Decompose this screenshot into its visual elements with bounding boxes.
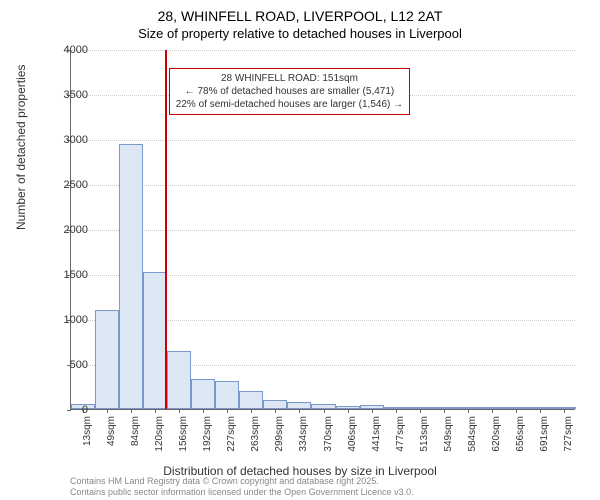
x-tick-label: 192sqm xyxy=(202,416,213,458)
chart-container: 28, WHINFELL ROAD, LIVERPOOL, L12 2AT Si… xyxy=(0,0,600,500)
x-tick-mark xyxy=(179,409,180,413)
annotation-line: 22% of semi-detached houses are larger (… xyxy=(176,98,403,111)
x-tick-label: 584sqm xyxy=(467,416,478,458)
x-tick-mark xyxy=(275,409,276,413)
plot-area: 28 WHINFELL ROAD: 151sqm← 78% of detache… xyxy=(70,50,575,410)
histogram-bar xyxy=(167,351,191,410)
histogram-bar xyxy=(119,144,143,410)
x-tick-label: 299sqm xyxy=(274,416,285,458)
gridline xyxy=(71,50,575,51)
x-tick-label: 13sqm xyxy=(82,416,93,458)
x-tick-mark xyxy=(516,409,517,413)
y-tick-label: 1000 xyxy=(64,314,88,326)
chart-title-sub: Size of property relative to detached ho… xyxy=(0,24,600,41)
x-tick-mark xyxy=(107,409,108,413)
x-tick-label: 120sqm xyxy=(154,416,165,458)
x-tick-label: 263sqm xyxy=(250,416,261,458)
x-tick-mark xyxy=(131,409,132,413)
reference-line xyxy=(165,50,167,409)
histogram-bar xyxy=(95,310,119,409)
x-tick-label: 441sqm xyxy=(371,416,382,458)
x-tick-mark xyxy=(540,409,541,413)
y-axis-label: Number of detached properties xyxy=(14,65,28,230)
x-tick-mark xyxy=(227,409,228,413)
x-tick-mark xyxy=(444,409,445,413)
y-tick-label: 1500 xyxy=(64,269,88,281)
x-tick-label: 549sqm xyxy=(443,416,454,458)
histogram-bar xyxy=(191,379,215,409)
histogram-bar xyxy=(215,381,239,409)
histogram-bar xyxy=(263,400,287,409)
y-tick-label: 2500 xyxy=(64,179,88,191)
y-tick-mark xyxy=(67,410,71,411)
y-tick-label: 3000 xyxy=(64,134,88,146)
x-tick-mark xyxy=(251,409,252,413)
x-tick-mark xyxy=(468,409,469,413)
x-tick-label: 477sqm xyxy=(395,416,406,458)
annotation-line: ← 78% of detached houses are smaller (5,… xyxy=(176,85,403,98)
y-tick-label: 4000 xyxy=(64,44,88,56)
x-tick-label: 691sqm xyxy=(539,416,550,458)
y-tick-label: 0 xyxy=(82,404,88,416)
x-tick-label: 620sqm xyxy=(491,416,502,458)
gridline xyxy=(71,185,575,186)
x-tick-label: 727sqm xyxy=(563,416,574,458)
x-tick-mark xyxy=(155,409,156,413)
x-tick-label: 513sqm xyxy=(419,416,430,458)
footer-text: Contains HM Land Registry data © Crown c… xyxy=(70,476,414,498)
x-tick-label: 334sqm xyxy=(298,416,309,458)
gridline xyxy=(71,140,575,141)
x-tick-mark xyxy=(372,409,373,413)
y-tick-label: 500 xyxy=(70,359,88,371)
x-tick-label: 156sqm xyxy=(178,416,189,458)
x-tick-mark xyxy=(420,409,421,413)
chart-title-main: 28, WHINFELL ROAD, LIVERPOOL, L12 2AT xyxy=(0,0,600,24)
x-tick-label: 227sqm xyxy=(226,416,237,458)
histogram-bar xyxy=(239,391,263,409)
x-tick-label: 370sqm xyxy=(323,416,334,458)
x-tick-label: 49sqm xyxy=(106,416,117,458)
y-tick-label: 2000 xyxy=(64,224,88,236)
histogram-bar xyxy=(143,272,167,409)
x-tick-mark xyxy=(492,409,493,413)
histogram-bar xyxy=(287,402,311,409)
x-tick-label: 656sqm xyxy=(515,416,526,458)
x-tick-label: 84sqm xyxy=(130,416,141,458)
annotation-line: 28 WHINFELL ROAD: 151sqm xyxy=(176,72,403,85)
x-tick-label: 406sqm xyxy=(347,416,358,458)
annotation-box: 28 WHINFELL ROAD: 151sqm← 78% of detache… xyxy=(169,68,410,115)
x-tick-mark xyxy=(324,409,325,413)
gridline xyxy=(71,230,575,231)
footer-line-1: Contains HM Land Registry data © Crown c… xyxy=(70,476,414,487)
footer-line-2: Contains public sector information licen… xyxy=(70,487,414,498)
x-tick-mark xyxy=(396,409,397,413)
x-tick-mark xyxy=(564,409,565,413)
x-tick-mark xyxy=(299,409,300,413)
x-tick-mark xyxy=(348,409,349,413)
y-tick-label: 3500 xyxy=(64,89,88,101)
x-tick-mark xyxy=(203,409,204,413)
